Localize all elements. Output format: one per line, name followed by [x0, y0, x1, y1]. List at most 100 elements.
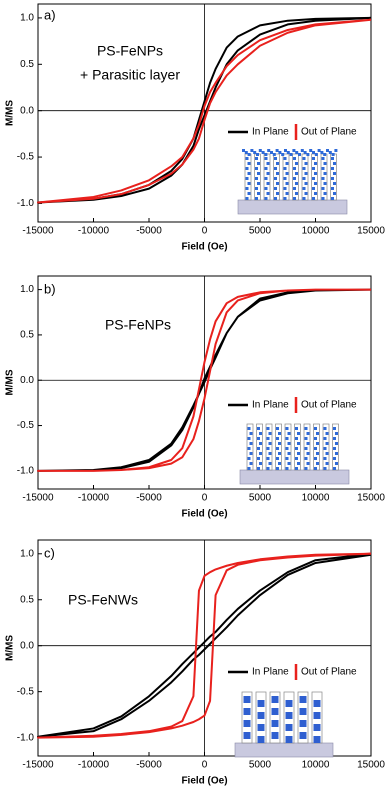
parasitic-particle [244, 151, 248, 154]
parasitic-particle [261, 151, 265, 154]
parasitic-particle [250, 149, 254, 152]
nanoparticle [321, 197, 325, 200]
y-tick-label: 0.0 [20, 375, 34, 386]
nanowire [271, 732, 279, 739]
nanoparticle [304, 182, 308, 185]
nanowire [285, 724, 293, 731]
nanoparticle [312, 177, 315, 180]
nanoparticle [293, 157, 296, 160]
nanoparticle [264, 187, 268, 190]
nanoparticle [331, 157, 334, 160]
nanoparticle [257, 172, 260, 175]
nanoparticle [274, 197, 277, 200]
nanoparticle [266, 457, 270, 460]
nanoparticle [304, 447, 308, 450]
nanoparticle [285, 457, 289, 460]
nanoparticle [257, 457, 260, 460]
legend-label: Out of Plane [301, 667, 357, 678]
nanoparticle [333, 162, 336, 165]
parasitic-particle [309, 149, 313, 152]
parasitic-particle [328, 151, 332, 154]
nanoparticle [245, 187, 249, 190]
y-axis-label: M/MS [5, 635, 16, 661]
parasitic-particle [306, 153, 310, 156]
nanoparticle [312, 197, 315, 200]
inset-diagram [234, 691, 334, 758]
nanoparticle [278, 452, 281, 455]
nanowire [243, 708, 251, 715]
nanoparticle [274, 177, 277, 180]
y-tick-label: -1.0 [17, 732, 35, 743]
nanoparticle [255, 177, 258, 180]
nanoparticle [293, 177, 296, 180]
nanoparticle [314, 467, 317, 470]
nanowire [257, 712, 265, 719]
nanoparticle [316, 432, 319, 435]
nanoparticle [247, 437, 251, 440]
nanoparticle [266, 467, 270, 470]
x-tick-label: 10000 [302, 760, 330, 771]
nanoparticle [295, 447, 298, 450]
nanoparticle [302, 157, 306, 160]
x-tick-label: 10000 [302, 493, 330, 504]
nanoparticle [247, 427, 251, 430]
x-tick-label: -5000 [136, 226, 162, 237]
nanoparticle [259, 452, 262, 455]
parasitic-particle [247, 153, 251, 156]
nanoparticle [335, 452, 338, 455]
parasitic-particle [242, 149, 245, 152]
nanowire [285, 736, 293, 743]
x-tick-label: 0 [202, 493, 208, 504]
nanoparticle [278, 442, 281, 445]
substrate [237, 199, 348, 215]
parasitic-particle [317, 149, 321, 152]
nanowire [243, 696, 251, 703]
legend-label: Out of Plane [301, 400, 357, 411]
pore [241, 691, 253, 744]
nanoparticle [323, 172, 327, 175]
nanoparticle [249, 462, 253, 465]
nanoparticle [245, 177, 249, 180]
annotation: + Parasitic layer [80, 67, 180, 83]
nanoparticle [325, 462, 329, 465]
nanowire [313, 712, 321, 719]
pore [297, 691, 309, 744]
legend-label: Out of Plane [301, 127, 357, 138]
nanoparticle [304, 427, 308, 430]
nanoparticle [302, 197, 306, 200]
nanoparticle [257, 192, 260, 195]
y-axis-label: M/MS [5, 369, 16, 395]
nanoparticle [257, 447, 260, 450]
nanoparticle [333, 427, 336, 430]
nanowire [299, 720, 307, 727]
x-axis-label: Field (Oe) [181, 242, 227, 253]
parasitic-particle [272, 153, 276, 156]
nanowire [257, 724, 265, 731]
nanoparticle [333, 182, 336, 185]
y-tick-label: 1.0 [20, 13, 34, 24]
panel-label: a) [44, 7, 56, 22]
nanoparticle [331, 177, 334, 180]
nanoparticle [306, 432, 310, 435]
nanoparticle [268, 452, 272, 455]
parasitic-particle [281, 153, 285, 156]
nanoparticle [266, 447, 270, 450]
parasitic-particle [295, 151, 299, 154]
inset-diagram [239, 423, 350, 485]
nanoparticle [293, 197, 296, 200]
nanowire [313, 724, 321, 731]
nanowire [271, 696, 279, 703]
nanoparticle [287, 462, 291, 465]
nanoparticle [276, 427, 279, 430]
parasitic-particle [256, 153, 259, 156]
nanoparticle [295, 172, 298, 175]
nanoparticle [249, 442, 253, 445]
parasitic-particle [264, 153, 268, 156]
nanoparticle [264, 197, 268, 200]
parasitic-particle [323, 153, 327, 156]
nanoparticle [266, 172, 270, 175]
nanoparticle [257, 427, 260, 430]
parasitic-particle [278, 151, 282, 154]
nanoparticle [306, 462, 310, 465]
nanoparticle [245, 167, 249, 170]
